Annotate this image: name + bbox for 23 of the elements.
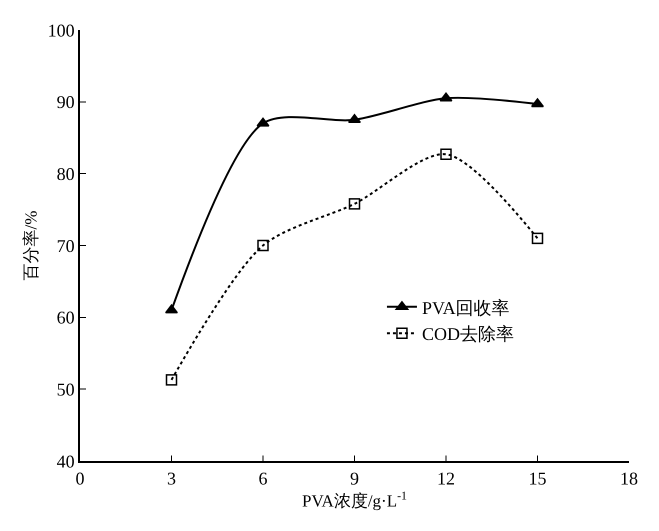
point [532, 232, 544, 244]
y-tick-label: 100 [48, 20, 75, 40]
point [257, 240, 269, 252]
point [348, 198, 360, 210]
y-tick-label: 80 [56, 164, 75, 184]
x-tick-label: 0 [76, 468, 84, 488]
x-tick-label: 15 [528, 468, 546, 488]
point [440, 148, 452, 160]
y-tick-label: 50 [56, 379, 75, 400]
x-tick-label: 6 [258, 468, 268, 488]
x-axis-title: PVA浓度/g·L$^{-1}$ [302, 488, 408, 510]
legend-label: PVA回收率 [422, 298, 510, 318]
x-tick-label: 18 [620, 468, 638, 488]
y-tick-label: 70 [56, 236, 75, 256]
y-tick-label: 60 [56, 308, 75, 328]
x-tick-label: 3 [167, 468, 176, 488]
y-tick-label: 40 [56, 451, 75, 472]
x-tick-label: 12 [437, 468, 455, 488]
y-tick-label: 90 [56, 92, 75, 112]
y-axis-title: 百分率/% [22, 210, 41, 280]
point [166, 374, 178, 386]
x-tick-label: 9 [350, 468, 359, 488]
legend-label: COD去除率 [422, 324, 514, 344]
